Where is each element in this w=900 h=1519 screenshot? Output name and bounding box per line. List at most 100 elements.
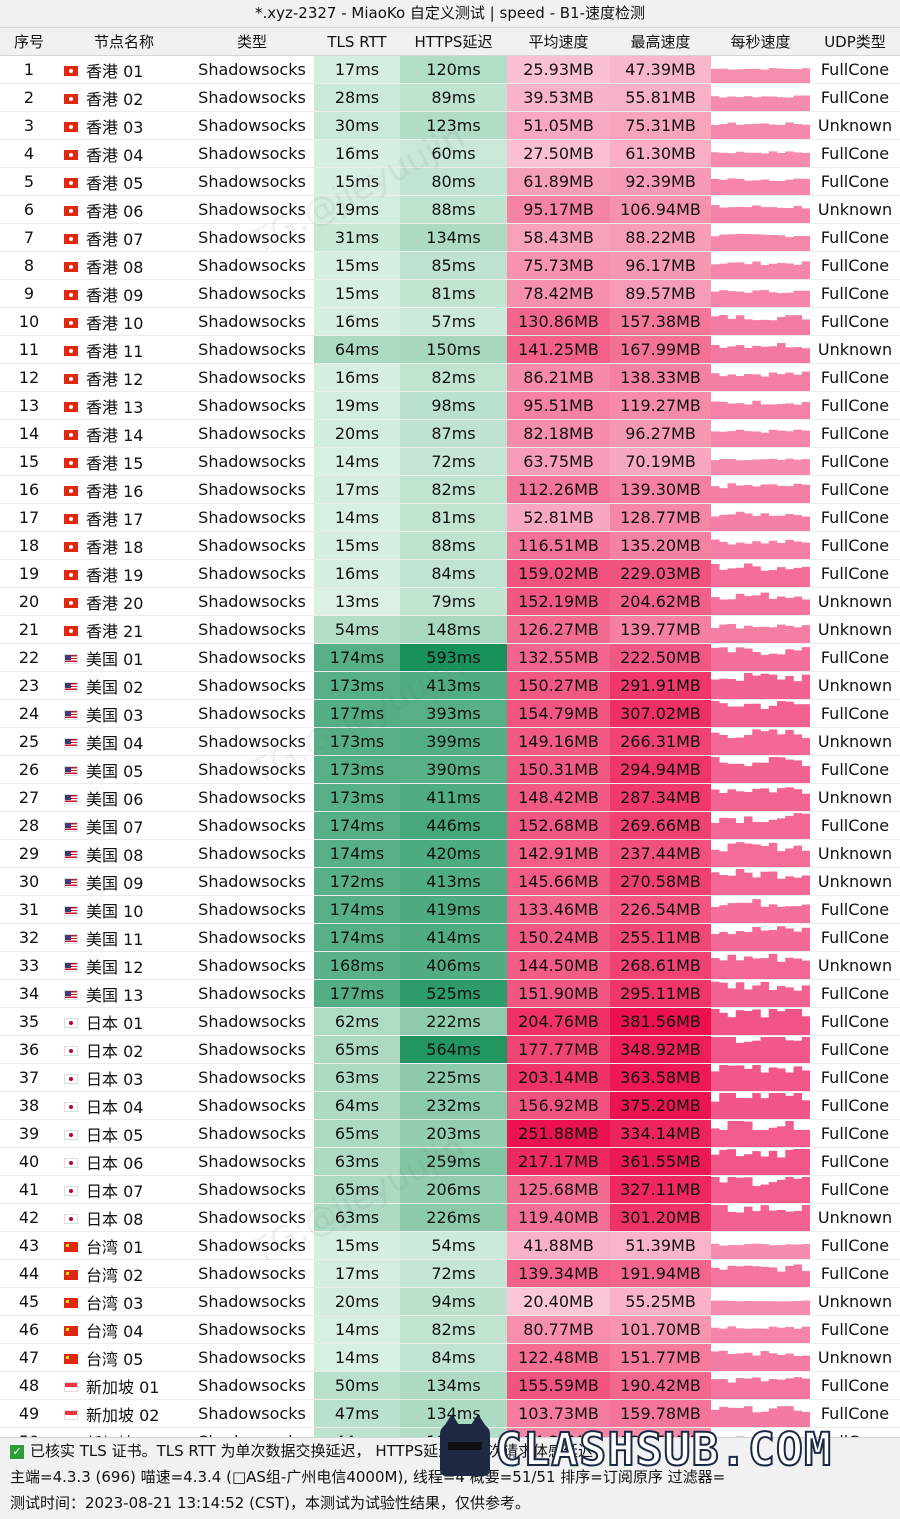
table-row[interactable]: 30 美国 09 Shadowsocks 172ms 413ms 145.66MB 270.… bbox=[0, 867, 900, 896]
table-row[interactable]: 2 香港 02 Shadowsocks 28ms 89ms 39.53MB 55.81MB F… bbox=[0, 83, 900, 112]
col-header-avg-speed[interactable]: 平均速度 bbox=[507, 28, 610, 56]
table-row[interactable]: 34 美国 13 Shadowsocks 177ms 525ms 151.90MB 295.… bbox=[0, 979, 900, 1008]
sparkline-chart bbox=[711, 1264, 810, 1287]
table-row[interactable]: 23 美国 02 Shadowsocks 173ms 413ms 150.27MB 291.… bbox=[0, 671, 900, 700]
table-row[interactable]: 48 新加坡 01 Shadowsocks 50ms 134ms 155.59MB 190.… bbox=[0, 1371, 900, 1400]
node-name-text: 香港 16 bbox=[86, 481, 144, 501]
table-row[interactable]: 18 香港 18 Shadowsocks 15ms 88ms 116.51MB 135.20… bbox=[0, 531, 900, 560]
type-cell: Shadowsocks bbox=[190, 1203, 314, 1232]
https-latency-cell: 413ms bbox=[400, 867, 507, 896]
table-row[interactable]: 11 香港 11 Shadowsocks 64ms 150ms 141.25MB 167.9… bbox=[0, 335, 900, 364]
table-row[interactable]: 17 香港 17 Shadowsocks 14ms 81ms 52.81MB 128.77M… bbox=[0, 503, 900, 532]
table-row[interactable]: 25 美国 04 Shadowsocks 173ms 399ms 149.16MB 266.… bbox=[0, 727, 900, 756]
col-header-https-latency[interactable]: HTTPS延迟 bbox=[400, 28, 507, 56]
table-row[interactable]: 46 台湾 04 Shadowsocks 14ms 82ms 80.77MB 101.70M… bbox=[0, 1315, 900, 1344]
sparkline-bar bbox=[719, 1379, 728, 1399]
sparkline-bar bbox=[760, 543, 770, 559]
table-row[interactable]: 44 台湾 02 Shadowsocks 17ms 72ms 139.34MB 191.94… bbox=[0, 1259, 900, 1288]
sparkline-chart bbox=[711, 1243, 810, 1259]
table-row[interactable]: 6 香港 06 Shadowsocks 19ms 88ms 95.17MB 106.94MB… bbox=[0, 195, 900, 224]
table-row[interactable]: 1 香港 01 Shadowsocks 17ms 120ms 25.93MB 47.39MB… bbox=[0, 55, 900, 84]
table-row[interactable]: 29 美国 08 Shadowsocks 174ms 420ms 142.91MB 237.… bbox=[0, 839, 900, 868]
col-header-index[interactable]: 序号 bbox=[0, 28, 58, 56]
sparkline-bar bbox=[727, 1300, 737, 1315]
table-row[interactable]: 12 香港 12 Shadowsocks 16ms 82ms 86.21MB 138.33M… bbox=[0, 363, 900, 392]
table-row[interactable]: 39 日本 05 Shadowsocks 65ms 203ms 251.88MB 334.1… bbox=[0, 1119, 900, 1148]
max-speed-cell: 61.30MB bbox=[610, 139, 711, 168]
table-row[interactable]: 27 美国 06 Shadowsocks 173ms 411ms 148.42MB 287.… bbox=[0, 783, 900, 812]
table-row[interactable]: 24 美国 03 Shadowsocks 177ms 393ms 154.79MB 307.… bbox=[0, 699, 900, 728]
max-speed-cell: 255.11MB bbox=[610, 923, 711, 952]
table-row[interactable]: 4 香港 04 Shadowsocks 16ms 60ms 27.50MB 61.30MB F… bbox=[0, 139, 900, 168]
sparkline-bar bbox=[711, 291, 720, 307]
table-row[interactable]: 15 香港 15 Shadowsocks 14ms 72ms 63.75MB 70.19MB… bbox=[0, 447, 900, 476]
type-cell: Shadowsocks bbox=[190, 531, 314, 560]
col-header-udp-type[interactable]: UDP类型 bbox=[810, 28, 900, 56]
table-row[interactable]: 5 香港 05 Shadowsocks 15ms 80ms 61.89MB 92.39MB F… bbox=[0, 167, 900, 196]
sparkline-bar bbox=[711, 1071, 720, 1091]
flag-hk-icon bbox=[64, 66, 78, 76]
col-header-tls-rtt[interactable]: TLS RTT bbox=[314, 28, 400, 56]
sparkline-bar bbox=[768, 484, 778, 503]
avg-speed-cell: 39.53MB bbox=[507, 83, 610, 112]
avg-speed-cell: 95.17MB bbox=[507, 195, 610, 224]
col-header-name[interactable]: 节点名称 bbox=[58, 28, 190, 56]
node-name-text: 新加坡 02 bbox=[86, 1405, 160, 1425]
table-row[interactable]: 33 美国 12 Shadowsocks 168ms 406ms 144.50MB 268.… bbox=[0, 951, 900, 980]
sparkline-bar bbox=[760, 1037, 770, 1063]
table-row[interactable]: 40 日本 06 Shadowsocks 63ms 259ms 217.17MB 361.5… bbox=[0, 1147, 900, 1176]
table-row[interactable]: 45 台湾 03 Shadowsocks 20ms 94ms 20.40MB 55.25MB… bbox=[0, 1287, 900, 1316]
tls-rtt-cell: 14ms bbox=[314, 1343, 400, 1372]
table-row[interactable]: 43 台湾 01 Shadowsocks 15ms 54ms 41.88MB 51.39MB… bbox=[0, 1231, 900, 1260]
table-row[interactable]: 21 香港 21 Shadowsocks 54ms 148ms 126.27MB 139.7… bbox=[0, 615, 900, 644]
table-row[interactable]: 22 美国 01 Shadowsocks 174ms 593ms 132.55MB 222.… bbox=[0, 643, 900, 672]
table-row[interactable]: 32 美国 11 Shadowsocks 174ms 414ms 150.24MB 255.… bbox=[0, 923, 900, 952]
table-row[interactable]: 37 日本 03 Shadowsocks 63ms 225ms 203.14MB 363.5… bbox=[0, 1063, 900, 1092]
table-row[interactable]: 36 日本 02 Shadowsocks 65ms 564ms 177.77MB 348.9… bbox=[0, 1035, 900, 1064]
col-header-max-speed[interactable]: 最高速度 bbox=[610, 28, 711, 56]
table-row[interactable]: 16 香港 16 Shadowsocks 17ms 82ms 112.26MB 139.30… bbox=[0, 475, 900, 504]
table-row[interactable]: 20 香港 20 Shadowsocks 13ms 79ms 152.19MB 204.62… bbox=[0, 587, 900, 616]
avg-speed-cell: 133.46MB bbox=[507, 895, 610, 924]
sparkline-bar bbox=[727, 875, 737, 895]
table-row[interactable]: 26 美国 05 Shadowsocks 173ms 390ms 150.31MB 294.… bbox=[0, 755, 900, 784]
table-row[interactable]: 41 日本 07 Shadowsocks 65ms 206ms 125.68MB 327.1… bbox=[0, 1175, 900, 1204]
table-row[interactable]: 8 香港 08 Shadowsocks 15ms 85ms 75.73MB 96.17MB F… bbox=[0, 251, 900, 280]
sparkline-bar bbox=[777, 97, 786, 111]
table-row[interactable]: 9 香港 09 Shadowsocks 15ms 81ms 78.42MB 89.57MB F… bbox=[0, 279, 900, 308]
table-row[interactable]: 10 香港 10 Shadowsocks 16ms 57ms 130.86MB 157.38… bbox=[0, 307, 900, 336]
sparkline-bar bbox=[744, 673, 753, 699]
sparkline-bar bbox=[744, 703, 753, 727]
table-row[interactable]: 14 香港 14 Shadowsocks 20ms 87ms 82.18MB 96.27MB… bbox=[0, 419, 900, 448]
avg-speed-cell: 130.86MB bbox=[507, 307, 610, 336]
per-second-speed-cell bbox=[711, 1175, 810, 1204]
node-name-cell: 台湾 01 bbox=[58, 1231, 190, 1260]
sparkline-bar bbox=[793, 734, 803, 755]
col-header-type[interactable]: 类型 bbox=[190, 28, 314, 56]
flag-hk-icon bbox=[64, 178, 78, 188]
sparkline-bar bbox=[744, 872, 753, 895]
table-row[interactable]: 42 日本 08 Shadowsocks 63ms 226ms 119.40MB 301.2… bbox=[0, 1203, 900, 1232]
sparkline-bar bbox=[777, 515, 786, 531]
table-row[interactable]: 47 台湾 05 Shadowsocks 14ms 84ms 122.48MB 151.77… bbox=[0, 1343, 900, 1372]
sparkline-bar bbox=[785, 1095, 794, 1119]
table-row[interactable]: 49 新加坡 02 Shadowsocks 47ms 134ms 103.73MB 159.… bbox=[0, 1399, 900, 1428]
table-row[interactable]: 3 香港 03 Shadowsocks 30ms 123ms 51.05MB 75.31MB… bbox=[0, 111, 900, 140]
table-row[interactable]: 38 日本 04 Shadowsocks 64ms 232ms 156.92MB 375.2… bbox=[0, 1091, 900, 1120]
table-row[interactable]: 35 日本 01 Shadowsocks 62ms 222ms 204.76MB 381.5… bbox=[0, 1007, 900, 1036]
table-row[interactable]: 28 美国 07 Shadowsocks 174ms 446ms 152.68MB 269.… bbox=[0, 811, 900, 840]
avg-speed-cell: 78.42MB bbox=[507, 279, 610, 308]
node-name-cell: 香港 02 bbox=[58, 83, 190, 112]
udp-type-cell: FullCone bbox=[810, 1231, 900, 1260]
table-row[interactable]: 31 美国 10 Shadowsocks 174ms 419ms 133.46MB 226.… bbox=[0, 895, 900, 924]
type-cell: Shadowsocks bbox=[190, 1007, 314, 1036]
per-second-speed-cell bbox=[711, 335, 810, 364]
table-row[interactable]: 7 香港 07 Shadowsocks 31ms 134ms 58.43MB 88.22MB… bbox=[0, 223, 900, 252]
table-row[interactable]: 13 香港 13 Shadowsocks 19ms 98ms 95.51MB 119.27M… bbox=[0, 391, 900, 420]
col-header-per-second[interactable]: 每秒速度 bbox=[711, 28, 810, 56]
table-row[interactable]: 19 香港 19 Shadowsocks 16ms 84ms 159.02MB 229.03… bbox=[0, 559, 900, 588]
type-cell: Shadowsocks bbox=[190, 1315, 314, 1344]
node-name-text: 香港 17 bbox=[86, 509, 144, 529]
tls-rtt-cell: 20ms bbox=[314, 1287, 400, 1316]
sparkline-bar bbox=[777, 701, 786, 727]
